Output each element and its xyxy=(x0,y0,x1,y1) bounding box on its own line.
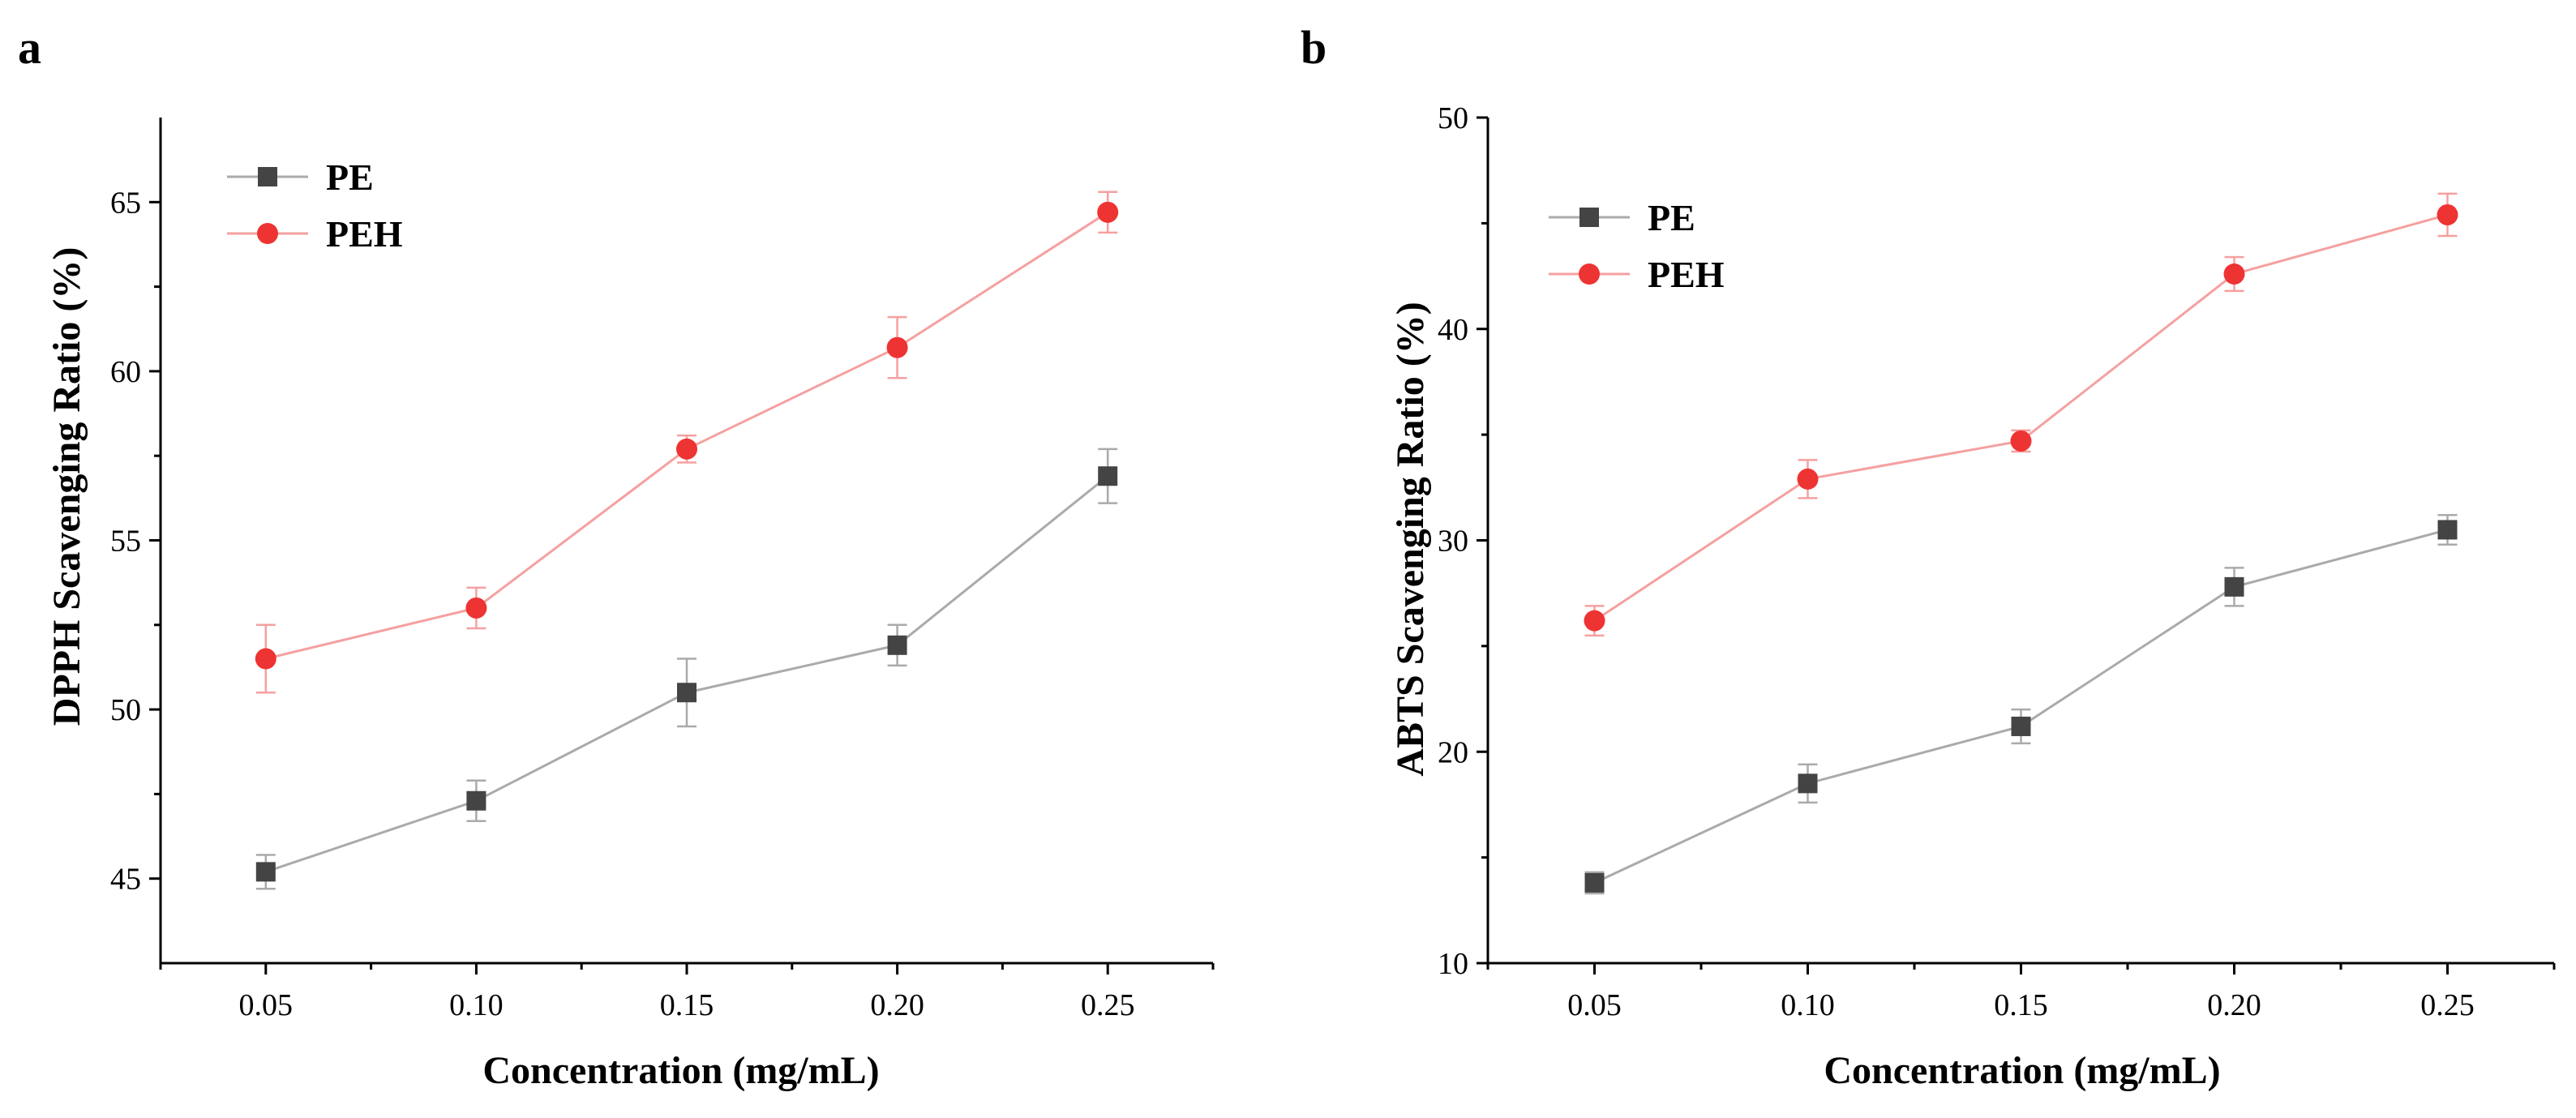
panel-a-dpph-chart: a DPPH Scavenging Ratio (%) Concentratio… xyxy=(18,21,1215,1092)
y-tick-label: 30 xyxy=(1438,525,1468,559)
y-tick-label: 65 xyxy=(110,186,141,220)
legend-square-marker xyxy=(1579,208,1599,227)
pe-data-point xyxy=(2011,716,2031,736)
pe-data-point xyxy=(677,683,697,703)
x-tick-label: 0.20 xyxy=(870,988,924,1022)
x-tick-label: 0.25 xyxy=(1081,988,1135,1022)
y-tick-label: 50 xyxy=(110,693,141,727)
pe-data-point xyxy=(2437,520,2458,540)
panel-b-y-axis-title: ABTS Scavenging Ratio (%) xyxy=(1389,302,1432,776)
y-tick-label: 20 xyxy=(1438,735,1468,769)
x-tick-label: 0.10 xyxy=(1781,988,1835,1022)
x-tick-label: 0.15 xyxy=(660,988,714,1022)
peh-data-point xyxy=(1797,468,1819,490)
pe-data-point xyxy=(1798,773,1818,794)
peh-data-point xyxy=(465,597,487,619)
panel-a-x-axis-title: Concentration (mg/mL) xyxy=(482,1049,879,1092)
x-tick-label: 0.15 xyxy=(1994,988,2048,1022)
x-tick-label: 0.05 xyxy=(1567,988,1622,1022)
y-tick-label: 60 xyxy=(110,355,141,389)
panel-b-plot-area: 10 20 30 40 50 0.05 0.10 0.15 0.20 0.25 xyxy=(1438,101,2556,1022)
y-tick-label: 50 xyxy=(1438,101,1468,135)
y-tick-label: 55 xyxy=(110,525,141,559)
x-tick-label: 0.05 xyxy=(239,988,294,1022)
x-tick-label: 0.25 xyxy=(2420,988,2475,1022)
panel-a-letter: a xyxy=(18,21,41,74)
pe-data-point xyxy=(1584,872,1605,893)
x-tick-label: 0.20 xyxy=(2207,988,2261,1022)
pe-data-point xyxy=(466,790,486,811)
peh-data-point xyxy=(2223,263,2245,285)
peh-data-point xyxy=(2010,430,2032,452)
pe-data-point xyxy=(255,862,276,882)
x-tick-label: 0.10 xyxy=(449,988,504,1022)
peh-data-point xyxy=(255,648,276,670)
y-tick-label: 10 xyxy=(1438,947,1468,981)
legend-circle-marker xyxy=(1579,263,1600,285)
legend-item-pe: PE xyxy=(1549,197,1695,238)
peh-data-point xyxy=(676,438,697,460)
peh-data-point xyxy=(2437,203,2458,225)
pe-data-point xyxy=(2224,576,2244,597)
panel-a-legend: PE PEH xyxy=(227,156,403,255)
panel-b-x-axis-title: Concentration (mg/mL) xyxy=(1824,1049,2220,1092)
panel-a-plot-area: 45 50 55 60 65 0.05 0.10 0.15 0.20 0.25 xyxy=(110,186,1215,1022)
legend-label-peh: PEH xyxy=(1648,254,1725,295)
legend-item-peh: PEH xyxy=(227,213,403,255)
panel-b-abts-chart: b ABTS Scavenging Ratio (%) Concentratio… xyxy=(1301,21,2556,1092)
y-tick-label: 40 xyxy=(1438,313,1468,347)
peh-data-point xyxy=(1584,610,1605,632)
legend-square-marker xyxy=(258,167,277,186)
legend-label-pe: PE xyxy=(1648,197,1695,238)
legend-item-pe: PE xyxy=(227,156,374,198)
legend-item-peh: PEH xyxy=(1549,254,1725,295)
legend-label-peh: PEH xyxy=(326,213,403,255)
panel-b-letter: b xyxy=(1301,21,1327,74)
peh-data-point xyxy=(1097,201,1119,223)
legend-circle-marker xyxy=(257,223,278,244)
y-tick-label: 45 xyxy=(110,863,141,897)
panel-b-legend: PE PEH xyxy=(1549,197,1725,295)
legend-label-pe: PE xyxy=(326,156,374,198)
peh-data-point xyxy=(886,336,908,358)
pe-data-point xyxy=(887,635,907,655)
panel-a-y-axis-title: DPPH Scavenging Ratio (%) xyxy=(45,247,88,726)
pe-data-point xyxy=(1098,466,1118,486)
pe-series-line xyxy=(1593,529,2448,885)
